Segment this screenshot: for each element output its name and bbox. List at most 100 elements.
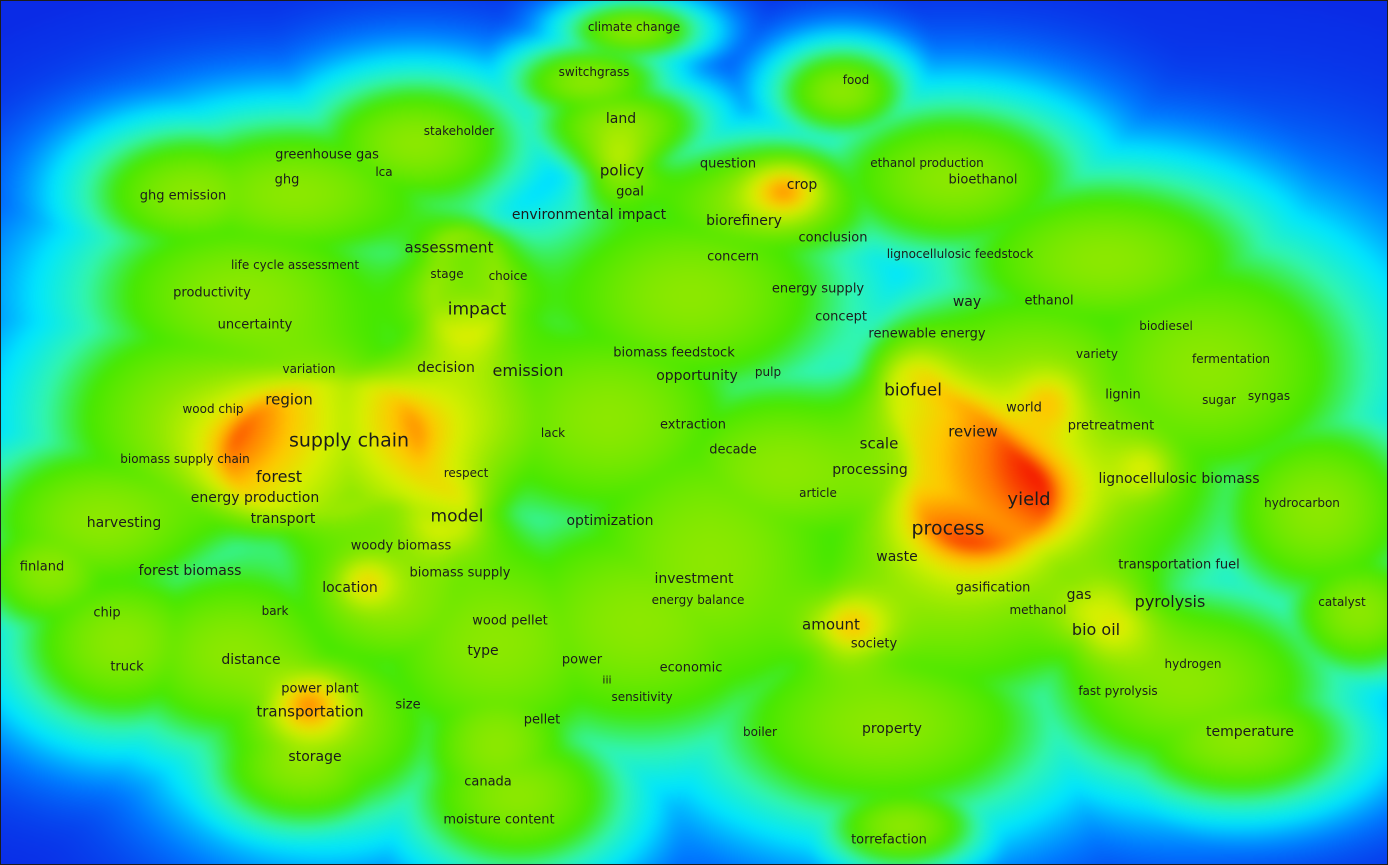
term-scale[interactable]: scale (860, 437, 899, 452)
term-decade[interactable]: decade (709, 444, 757, 457)
term-concern[interactable]: concern (707, 251, 759, 264)
term-torrefaction[interactable]: torrefaction (851, 834, 927, 847)
term-biomass-supply-chain[interactable]: biomass supply chain (120, 453, 250, 465)
term-biorefinery[interactable]: biorefinery (706, 214, 782, 228)
term-concept[interactable]: concept (815, 311, 867, 324)
term-energy-supply[interactable]: energy supply (772, 283, 864, 296)
term-fermentation[interactable]: fermentation (1192, 353, 1270, 365)
term-switchgrass[interactable]: switchgrass (559, 66, 630, 78)
term-respect[interactable]: respect (444, 467, 489, 479)
term-transport[interactable]: transport (251, 512, 316, 526)
term-syngas[interactable]: syngas (1248, 390, 1290, 402)
term-woody-biomass[interactable]: woody biomass (351, 540, 452, 553)
term-ghg[interactable]: ghg (275, 174, 300, 187)
term-storage[interactable]: storage (288, 750, 341, 764)
term-optimization[interactable]: optimization (566, 514, 653, 528)
term-waste[interactable]: waste (876, 550, 917, 564)
term-uncertainty[interactable]: uncertainty (218, 319, 293, 332)
term-region[interactable]: region (265, 393, 312, 408)
term-biomass-supply[interactable]: biomass supply (410, 567, 511, 580)
term-question[interactable]: question (700, 158, 756, 171)
term-review[interactable]: review (948, 425, 998, 440)
term-food[interactable]: food (843, 74, 870, 86)
term-pretreatment[interactable]: pretreatment (1068, 420, 1155, 433)
term-world[interactable]: world (1006, 402, 1042, 415)
term-bark[interactable]: bark (262, 605, 289, 617)
term-hydrogen[interactable]: hydrogen (1165, 658, 1222, 670)
term-model[interactable]: model (431, 509, 484, 526)
term-distance[interactable]: distance (221, 653, 280, 667)
term-moisture-content[interactable]: moisture content (443, 814, 554, 827)
term-bio-oil[interactable]: bio oil (1072, 622, 1120, 638)
term-processing[interactable]: processing (832, 463, 907, 477)
term-hydrocarbon[interactable]: hydrocarbon (1264, 497, 1340, 509)
term-harvesting[interactable]: harvesting (87, 516, 162, 530)
term-ethanol[interactable]: ethanol (1024, 295, 1073, 308)
term-canada[interactable]: canada (464, 776, 512, 789)
term-extraction[interactable]: extraction (660, 419, 726, 432)
term-society[interactable]: society (851, 638, 897, 651)
term-catalyst[interactable]: catalyst (1318, 596, 1365, 608)
term-sugar[interactable]: sugar (1202, 394, 1236, 406)
term-gasification[interactable]: gasification (956, 582, 1031, 595)
term-goal[interactable]: goal (616, 186, 644, 199)
term-transportation-fuel[interactable]: transportation fuel (1118, 559, 1240, 572)
term-land[interactable]: land (606, 112, 636, 126)
term-impact[interactable]: impact (448, 302, 507, 319)
term-bioethanol[interactable]: bioethanol (949, 174, 1018, 187)
term-property[interactable]: property (862, 722, 922, 736)
term-location[interactable]: location (322, 581, 378, 595)
term-decision[interactable]: decision (417, 361, 475, 375)
term-process[interactable]: process (911, 520, 984, 539)
term-energy-production[interactable]: energy production (191, 491, 319, 505)
term-investment[interactable]: investment (654, 572, 733, 586)
term-lignocellulosic-biomass[interactable]: lignocellulosic biomass (1099, 472, 1260, 486)
term-variety[interactable]: variety (1076, 348, 1118, 360)
term-sensitivity[interactable]: sensitivity (611, 691, 672, 703)
term-energy-balance[interactable]: energy balance (652, 594, 745, 606)
term-biodiesel[interactable]: biodiesel (1139, 320, 1193, 332)
term-biofuel[interactable]: biofuel (884, 383, 942, 400)
term-lca[interactable]: lca (375, 166, 392, 178)
term-pulp[interactable]: pulp (755, 366, 781, 378)
term-emission[interactable]: emission (493, 363, 564, 379)
term-conclusion[interactable]: conclusion (799, 232, 868, 245)
term-finland[interactable]: finland (20, 561, 65, 574)
term-ghg-emission[interactable]: ghg emission (140, 190, 227, 203)
term-gas[interactable]: gas (1067, 588, 1092, 602)
term-assessment[interactable]: assessment (405, 241, 494, 256)
term-opportunity[interactable]: opportunity (656, 369, 738, 383)
term-chip[interactable]: chip (93, 607, 120, 620)
term-crop[interactable]: crop (787, 178, 818, 192)
term-choice[interactable]: choice (489, 270, 528, 282)
term-lignin[interactable]: lignin (1105, 389, 1141, 402)
term-methanol[interactable]: methanol (1009, 604, 1066, 616)
term-supply-chain[interactable]: supply chain (289, 432, 409, 451)
term-renewable-energy[interactable]: renewable energy (868, 328, 985, 341)
term-lignocellulosic-feedstock[interactable]: lignocellulosic feedstock (887, 248, 1034, 260)
term-yield[interactable]: yield (1007, 491, 1050, 509)
term-size[interactable]: size (395, 699, 420, 712)
term-productivity[interactable]: productivity (173, 287, 251, 300)
term-transportation[interactable]: transportation (256, 705, 363, 720)
term-policy[interactable]: policy (600, 164, 644, 179)
term-type[interactable]: type (467, 644, 498, 658)
term-environmental-impact[interactable]: environmental impact (512, 208, 666, 222)
term-stakeholder[interactable]: stakeholder (424, 125, 494, 137)
term-iii[interactable]: iii (602, 675, 611, 686)
term-economic[interactable]: economic (660, 662, 723, 675)
term-greenhouse-gas[interactable]: greenhouse gas (275, 149, 379, 162)
term-fast-pyrolysis[interactable]: fast pyrolysis (1078, 685, 1157, 697)
term-wood-pellet[interactable]: wood pellet (472, 615, 548, 628)
term-forest[interactable]: forest (256, 469, 302, 485)
term-power[interactable]: power (562, 654, 602, 667)
term-biomass-feedstock[interactable]: biomass feedstock (613, 347, 734, 360)
term-ethanol-production[interactable]: ethanol production (870, 157, 984, 169)
term-life-cycle-assessment[interactable]: life cycle assessment (231, 259, 359, 271)
term-way[interactable]: way (953, 295, 981, 309)
term-truck[interactable]: truck (110, 661, 143, 674)
term-temperature[interactable]: temperature (1206, 725, 1294, 739)
term-pellet[interactable]: pellet (524, 714, 561, 727)
term-power-plant[interactable]: power plant (281, 683, 358, 696)
term-pyrolysis[interactable]: pyrolysis (1135, 594, 1206, 610)
